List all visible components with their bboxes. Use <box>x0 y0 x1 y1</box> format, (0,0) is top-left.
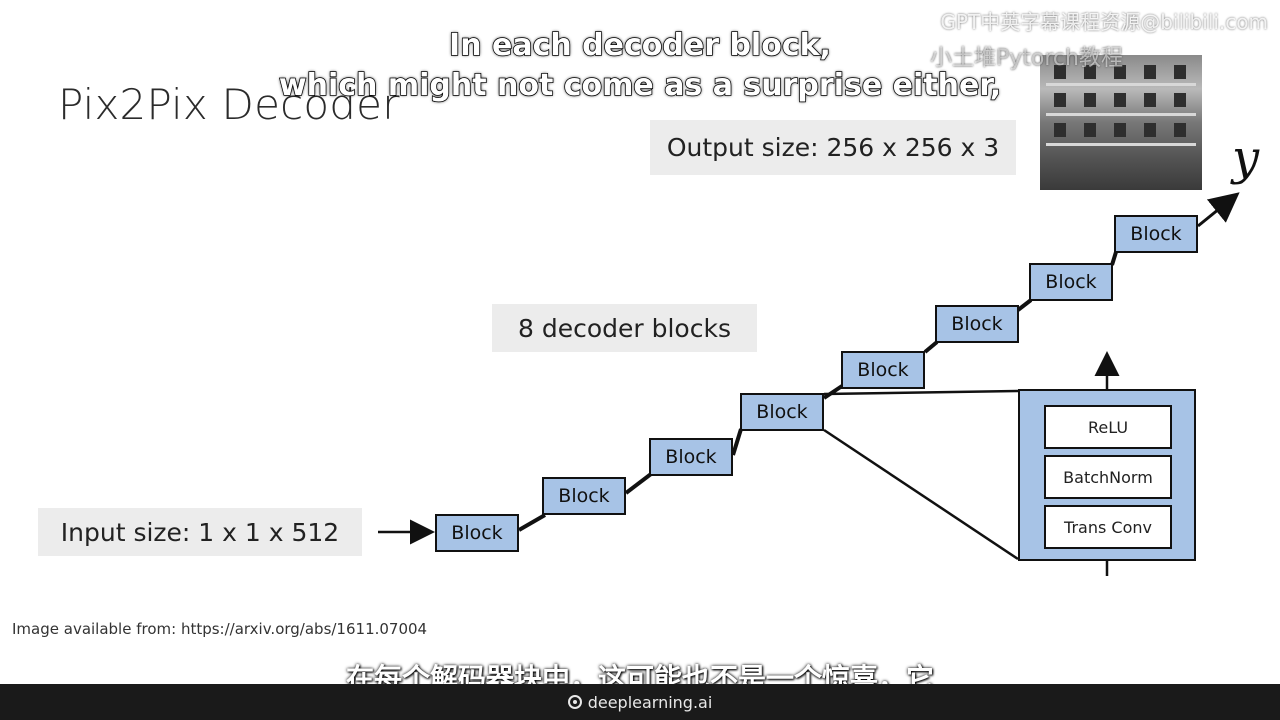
decoder-block-1: Block <box>435 514 519 552</box>
connector-1-2 <box>518 513 546 532</box>
slide-canvas: Pix2Pix Decoder Output size: 256 x 256 x… <box>12 10 1268 695</box>
output-image <box>1040 55 1202 190</box>
deeplearning-logo-icon <box>567 695 582 709</box>
decoder-block-4: Block <box>740 393 824 431</box>
decoder-block-2: Block <box>542 477 626 515</box>
connector-6-7 <box>1016 298 1033 312</box>
slide-title: Pix2Pix Decoder <box>58 80 400 129</box>
connector-4-5 <box>822 384 844 400</box>
decoder-block-6: Block <box>935 305 1019 343</box>
connector-3-4 <box>731 428 743 456</box>
decoder-block-3: Block <box>649 438 733 476</box>
decoder-block-8: Block <box>1114 215 1198 253</box>
decoder-block-5: Block <box>841 351 925 389</box>
subtitle-english-line-1: In each decoder block, <box>448 27 831 64</box>
input-size-label: Input size: 1 x 1 x 512 <box>38 508 362 556</box>
watermark-text: GPT中英字幕课程资源@bilibili.com <box>940 10 1268 34</box>
decoder-blocks-label: 8 decoder blocks <box>492 304 757 352</box>
output-size-label: Output size: 256 x 256 x 3 <box>650 120 1016 175</box>
decoder-block-7: Block <box>1029 263 1113 301</box>
watermark-text-secondary: 小土堆Pytorch教程 <box>930 46 1123 71</box>
footer-brand: deeplearning.ai <box>587 692 713 712</box>
subtitle-english-line-2: which might not come as a surprise eithe… <box>278 67 1002 104</box>
output-arrow <box>1197 192 1240 228</box>
image-credit: Image available from: https://arxiv.org/… <box>12 620 428 638</box>
trans-conv-layer: Trans Conv <box>1044 505 1172 549</box>
zoom-line-top <box>823 389 1019 396</box>
output-symbol: y <box>1232 130 1260 186</box>
connector-5-6 <box>923 340 939 354</box>
batchnorm-layer: BatchNorm <box>1044 455 1172 499</box>
footer-bar: deeplearning.ai <box>0 684 1280 720</box>
zoom-line-bottom <box>823 428 1019 561</box>
block-detail-panel: ReLU BatchNorm Trans Conv <box>1018 389 1196 561</box>
connector-2-3 <box>624 472 653 495</box>
relu-layer: ReLU <box>1044 405 1172 449</box>
connector-7-8 <box>1110 251 1118 266</box>
